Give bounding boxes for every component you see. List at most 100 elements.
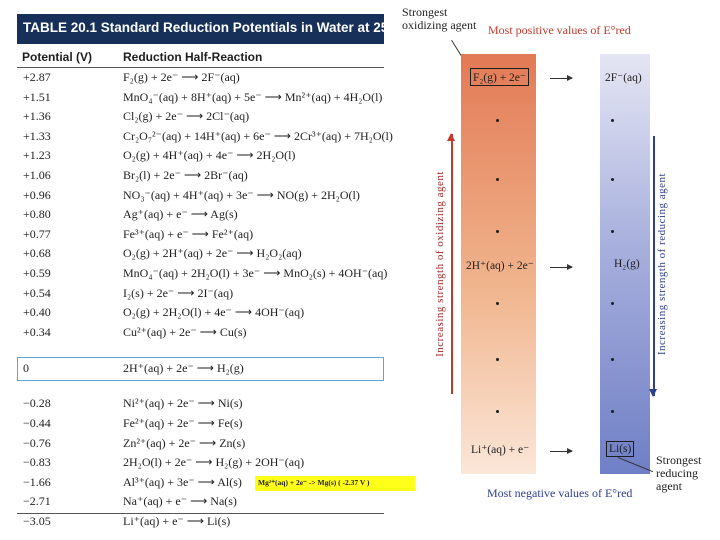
table-row: +0.54 I₂(s) + 2e⁻ ⟶ 2I⁻(aq) xyxy=(17,285,384,305)
fluoride-species: 2F⁻(aq) xyxy=(605,72,642,84)
table-title: TABLE 20.1 Standard Reduction Potentials… xyxy=(23,20,404,35)
table-row: +1.36 Cl₂(g) + 2e⁻ ⟶ 2Cl⁻(aq) xyxy=(17,108,384,128)
ellipsis-dot xyxy=(496,358,499,361)
reaction-cell: 2H⁺(aq) + 2e⁻ ⟶ H₂(g) xyxy=(123,361,244,376)
potential-cell: +0.59 xyxy=(23,265,51,280)
reaction-cell: Ni²⁺(aq) + 2e⁻ ⟶ Ni(s) xyxy=(123,396,243,411)
reaction-cell: MnO₄⁻(aq) + 2H₂O(l) + 3e⁻ ⟶ MnO₂(s) + 4O… xyxy=(123,265,388,280)
table-row: +2.87 F₂(g) + 2e⁻ ⟶ 2F⁻(aq) xyxy=(17,69,384,89)
potential-cell: −2.71 xyxy=(23,494,51,509)
oxidizing-strength-axis-label: Increasing strength of oxidizing agent xyxy=(434,171,446,357)
reaction-cell: O₂(g) + 4H⁺(aq) + 4e⁻ ⟶ 2H₂O(l) xyxy=(123,148,296,163)
hydrogen-ion-species: 2H⁺(aq) + 2e⁻ xyxy=(466,260,534,272)
reaction-cell: Na⁺(aq) + e⁻ ⟶ Na(s) xyxy=(123,494,237,509)
column-header-potential: Potential (V) xyxy=(22,50,93,64)
arrow-right-icon xyxy=(550,264,573,270)
table-row: −2.71 Na⁺(aq) + e⁻ ⟶ Na(s) xyxy=(17,493,384,513)
arrow-right-icon xyxy=(550,75,573,81)
reaction-cell: Li⁺(aq) + e⁻ ⟶ Li(s) xyxy=(123,513,231,528)
ellipsis-dot xyxy=(611,178,614,181)
table-row: +1.23 O₂(g) + 4H⁺(aq) + 4e⁻ ⟶ 2H₂O(l) xyxy=(17,147,384,167)
potential-cell: −0.83 xyxy=(23,455,51,470)
reaction-cell: I₂(s) + 2e⁻ ⟶ 2I⁻(aq) xyxy=(123,285,234,300)
table-row: +0.80 Ag⁺(aq) + e⁻ ⟶ Ag(s) xyxy=(17,206,384,226)
reaction-cell: Cr₂O₇²⁻(aq) + 14H⁺(aq) + 6e⁻ ⟶ 2Cr³⁺(aq)… xyxy=(123,128,393,143)
potential-cell: −0.28 xyxy=(23,396,51,411)
potential-cell: +1.23 xyxy=(23,148,51,163)
potential-cell: +2.87 xyxy=(23,70,51,84)
potential-cell: +0.80 xyxy=(23,207,51,222)
reaction-cell: Al³⁺(aq) + 3e⁻ ⟶ Al(s) xyxy=(123,474,242,489)
arrow-up-icon xyxy=(448,133,454,394)
reaction-cell: Ag⁺(aq) + e⁻ ⟶ Ag(s) xyxy=(123,207,238,222)
table-row-hydrogen-reference: 0 2H⁺(aq) + 2e⁻ ⟶ H₂(g) xyxy=(17,357,384,382)
header-rule xyxy=(17,67,384,68)
potential-cell: +0.34 xyxy=(23,324,51,339)
row-spacer xyxy=(17,381,384,395)
potential-cell: +1.06 xyxy=(23,167,51,182)
label-line: Strongest xyxy=(402,5,448,19)
ellipsis-dot xyxy=(611,302,614,305)
redox-strength-diagram: Strongest oxidizing agent Most positive … xyxy=(400,6,718,526)
reaction-cell: Fe³⁺(aq) + e⁻ ⟶ Fe²⁺(aq) xyxy=(123,226,254,241)
table-row: −0.44 Fe²⁺(aq) + 2e⁻ ⟶ Fe(s) xyxy=(17,415,384,435)
hydrogen-gas-species: H₂(g) xyxy=(614,258,640,270)
reaction-cell: F₂(g) + 2e⁻ ⟶ 2F⁻(aq) xyxy=(123,70,240,84)
table-row: +1.51 MnO₄⁻(aq) + 8H⁺(aq) + 5e⁻ ⟶ Mn²⁺(aq… xyxy=(17,89,384,109)
potential-cell: −1.66 xyxy=(23,474,51,489)
table-row: +0.34 Cu²⁺(aq) + 2e⁻ ⟶ Cu(s) xyxy=(17,324,384,344)
label-line: oxidizing agent xyxy=(402,18,477,32)
ellipsis-dot xyxy=(611,410,614,413)
label-line: agent xyxy=(656,479,682,493)
table-row: +0.96 NO₃⁻(aq) + 4H⁺(aq) + 3e⁻ ⟶ NO(g) + … xyxy=(17,187,384,207)
ellipsis-dot xyxy=(496,302,499,305)
potential-cell: +0.96 xyxy=(23,187,51,202)
table-body: +2.87 F₂(g) + 2e⁻ ⟶ 2F⁻(aq) +1.51 MnO₄⁻(aq… xyxy=(17,69,393,533)
potential-cell: +1.51 xyxy=(23,89,51,104)
ellipsis-dot xyxy=(496,119,499,122)
label-line: reducing xyxy=(656,466,698,480)
most-negative-label: Most negative values of E°red xyxy=(487,486,633,500)
reaction-cell: Zn²⁺(aq) + 2e⁻ ⟶ Zn(s) xyxy=(123,435,246,450)
potential-cell: +1.36 xyxy=(23,109,51,124)
reaction-cell: Cl₂(g) + 2e⁻ ⟶ 2Cl⁻(aq) xyxy=(123,109,250,124)
ellipsis-dot xyxy=(611,358,614,361)
row-spacer xyxy=(17,343,384,357)
magnesium-note: Mg²⁺(aq) + 2e⁻ -> Mg(s) ( -2.37 V ) xyxy=(255,476,415,491)
reducing-strength-axis-label: Increasing strength of reducing agent xyxy=(656,172,668,356)
table-row: +0.68 O₂(g) + 2H⁺(aq) + 2e⁻ ⟶ H₂O₂(aq) xyxy=(17,245,384,265)
ellipsis-dot xyxy=(611,230,614,233)
table-header-bar: TABLE 20.1 Standard Reduction Potentials… xyxy=(17,14,403,44)
lithium-ion-species: Li⁺(aq) + e⁻ xyxy=(471,444,530,456)
reducing-agent-column xyxy=(600,54,650,474)
reaction-cell: O₂(g) + 2H₂O(l) + 4e⁻ ⟶ 4OH⁻(aq) xyxy=(123,305,305,320)
strongest-oxidizing-agent-label: Strongest oxidizing agent xyxy=(402,6,476,32)
table-row: +0.59 MnO₄⁻(aq) + 2H₂O(l) + 3e⁻ ⟶ MnO₂(s)… xyxy=(17,265,388,285)
potential-cell: +0.54 xyxy=(23,285,51,300)
potential-cell: +0.77 xyxy=(23,226,51,241)
column-header-reaction: Reduction Half-Reaction xyxy=(123,50,263,64)
label-line: Strongest xyxy=(656,453,702,467)
reaction-cell: O₂(g) + 2H⁺(aq) + 2e⁻ ⟶ H₂O₂(aq) xyxy=(123,246,302,261)
f2-species: F₂(g) + 2e⁻ xyxy=(470,68,529,86)
potential-cell: −3.05 xyxy=(23,513,51,528)
reduction-potentials-table: TABLE 20.1 Standard Reduction Potentials… xyxy=(17,14,415,528)
arrow-down-icon xyxy=(650,136,656,397)
strongest-reducing-agent-label: Strongest reducing agent xyxy=(656,454,701,493)
potential-cell: +0.40 xyxy=(23,305,51,320)
table-row: +0.40 O₂(g) + 2H₂O(l) + 4e⁻ ⟶ 4OH⁻(aq) xyxy=(17,304,384,324)
table-row: −3.05 Li⁺(aq) + e⁻ ⟶ Li(s) xyxy=(17,513,384,533)
footer-rule xyxy=(17,513,384,514)
ellipsis-dot xyxy=(496,178,499,181)
ellipsis-dot xyxy=(496,230,499,233)
potential-cell: −0.76 xyxy=(23,435,51,450)
arrow-right-icon xyxy=(550,448,573,454)
potential-cell: +0.68 xyxy=(23,246,51,261)
reaction-cell: MnO₄⁻(aq) + 8H⁺(aq) + 5e⁻ ⟶ Mn²⁺(aq) + 4… xyxy=(123,89,383,104)
potential-cell: +1.33 xyxy=(23,128,51,143)
ellipsis-dot xyxy=(611,119,614,122)
table-row: +1.06 Br₂(l) + 2e⁻ ⟶ 2Br⁻(aq) xyxy=(17,167,384,187)
most-positive-label: Most positive values of E°red xyxy=(488,23,631,37)
ellipsis-dot xyxy=(496,410,499,413)
table-row: −0.76 Zn²⁺(aq) + 2e⁻ ⟶ Zn(s) xyxy=(17,435,384,455)
